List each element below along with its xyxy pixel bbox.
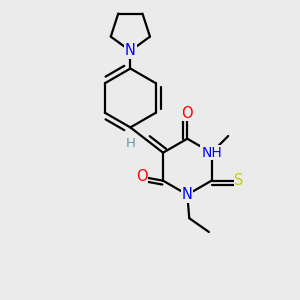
Text: H: H: [126, 137, 136, 151]
Text: NH: NH: [201, 146, 222, 160]
Text: S: S: [234, 173, 244, 188]
Text: O: O: [182, 106, 193, 121]
Text: N: N: [125, 44, 136, 59]
Text: N: N: [182, 187, 193, 202]
Text: O: O: [136, 169, 147, 184]
